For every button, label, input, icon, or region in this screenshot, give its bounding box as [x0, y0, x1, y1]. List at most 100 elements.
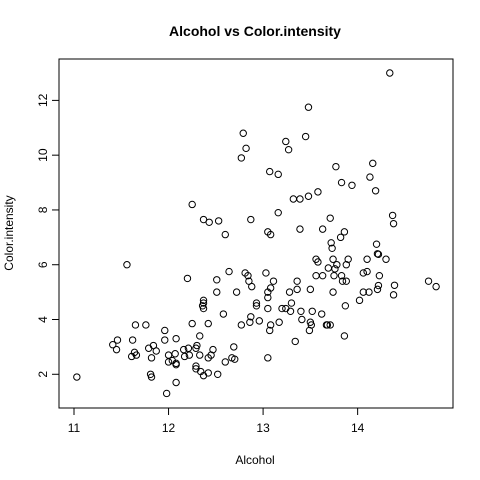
data-point [246, 318, 254, 326]
data-point [374, 250, 383, 259]
data-point [287, 299, 296, 307]
data-point [306, 285, 315, 294]
data-point [340, 332, 349, 340]
data-point [244, 271, 252, 280]
data-point [179, 345, 188, 354]
data-point [342, 277, 350, 285]
data-point [213, 276, 221, 284]
data-point [365, 288, 373, 296]
data-point [199, 304, 208, 313]
data-point [359, 269, 368, 277]
data-point [375, 271, 384, 280]
data-point [209, 345, 217, 354]
data-point [284, 145, 293, 154]
y-tick-label: 10 [36, 148, 50, 162]
data-point [199, 296, 208, 305]
data-point [214, 217, 223, 225]
data-point [285, 288, 294, 296]
data-point [172, 360, 180, 369]
data-point [185, 351, 194, 359]
data-point [252, 299, 261, 307]
y-axis: 2 4 6 8 10 12 [36, 93, 60, 378]
data-point [199, 299, 208, 307]
chart-title: Alcohol vs Color.intensity [169, 23, 341, 39]
data-point [336, 233, 345, 242]
data-point [326, 214, 334, 222]
y-tick-label: 8 [36, 206, 50, 213]
data-point [373, 285, 382, 294]
x-tick-label: 14 [351, 421, 365, 435]
data-point [180, 352, 189, 361]
data-point [183, 274, 192, 283]
data-point [390, 281, 399, 289]
data-point [161, 326, 169, 335]
data-point [184, 344, 193, 352]
data-point [329, 255, 337, 263]
data-point [142, 321, 150, 329]
data-point [164, 358, 173, 366]
data-point [196, 332, 204, 340]
data-point [73, 373, 81, 381]
data-point [386, 69, 394, 77]
data-point [266, 230, 275, 239]
data-point [264, 354, 272, 362]
data-point [389, 219, 398, 228]
data-point [333, 261, 341, 269]
data-point [297, 307, 305, 315]
data-point [230, 343, 238, 351]
data-point [328, 244, 336, 252]
data-point [296, 195, 304, 203]
data-point [204, 319, 212, 328]
data-point [278, 304, 286, 313]
data-point [388, 211, 397, 220]
data-point [239, 129, 247, 137]
data-point [264, 304, 272, 313]
data-point [293, 277, 301, 285]
data-point [188, 200, 196, 209]
data-point [152, 347, 160, 355]
data-point [424, 277, 433, 285]
data-point [301, 132, 310, 141]
data-point [330, 271, 338, 280]
data-point [372, 240, 381, 248]
data-point [147, 354, 156, 362]
data-point [172, 378, 180, 387]
data-point [219, 310, 228, 318]
data-point [318, 225, 327, 233]
data-point [171, 350, 179, 358]
data-point [132, 351, 141, 359]
data-point [314, 188, 322, 196]
data-point [161, 336, 169, 344]
data-point [225, 267, 233, 276]
data-point [318, 310, 326, 318]
data-point [247, 215, 255, 224]
data-point [327, 239, 335, 247]
data-point [204, 369, 212, 377]
data-point [266, 167, 274, 176]
data-point [248, 282, 256, 291]
data-point [237, 321, 246, 329]
data-point [266, 284, 275, 292]
data-point [131, 321, 140, 329]
data-point [237, 154, 246, 162]
data-point [282, 137, 290, 146]
y-axis-label: Color.intensity [2, 195, 16, 270]
data-point [172, 334, 180, 343]
data-point [331, 265, 339, 273]
data-point [242, 144, 250, 153]
data-point [205, 218, 213, 226]
data-point [264, 293, 272, 302]
data-point [374, 281, 383, 290]
data-point [298, 315, 306, 324]
data-point [221, 230, 229, 239]
data-point [213, 288, 221, 296]
data-point [286, 307, 295, 315]
data-point [193, 341, 201, 350]
data-point [296, 225, 304, 233]
y-tick-label: 4 [36, 316, 50, 323]
data-point [323, 321, 332, 329]
data-point [314, 258, 322, 266]
data-point [188, 319, 196, 328]
data-point [113, 336, 122, 344]
